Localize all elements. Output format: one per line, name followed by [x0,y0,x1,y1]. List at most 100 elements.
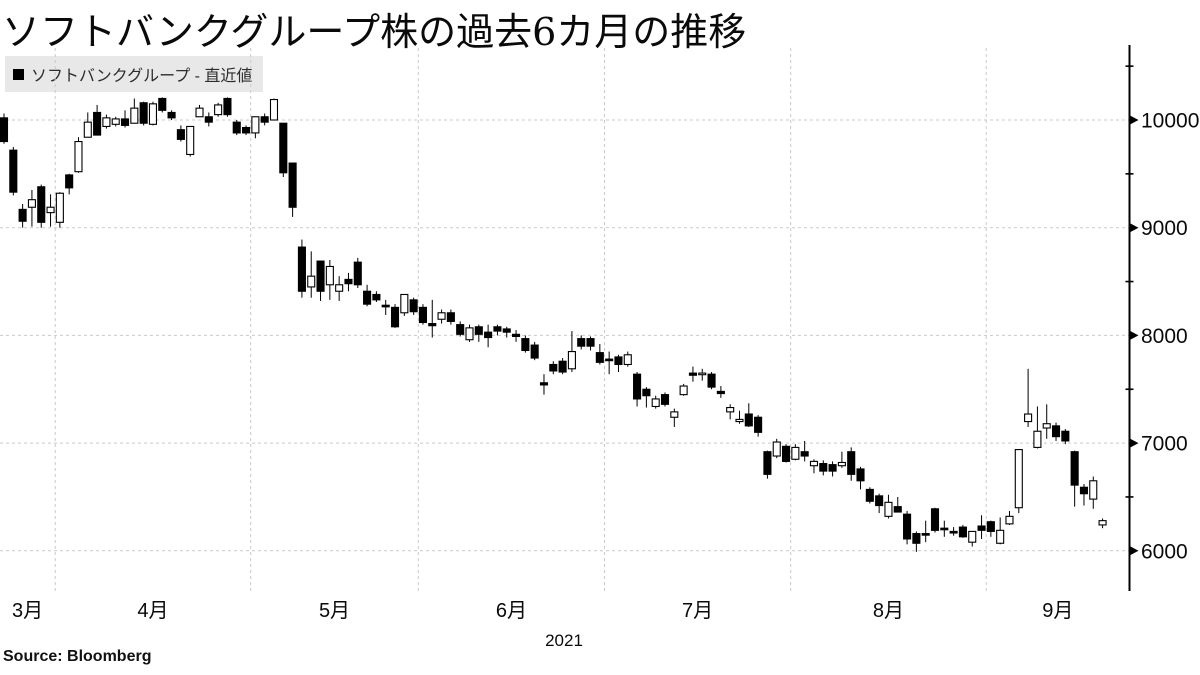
candle-body [288,162,297,208]
candle-body [456,324,465,335]
candle-body [269,98,279,121]
candle-body [130,107,139,124]
candle-body [335,284,344,292]
candle-body [363,290,372,305]
candle-body [83,121,92,138]
candle-body [819,463,828,472]
candle-body [65,174,74,189]
candle-body [726,407,735,413]
candle-body [679,385,688,396]
x-axis-month-label: 6月 [496,600,527,622]
candle-body [0,117,9,143]
candle-body [195,107,204,118]
candle-body [660,394,670,405]
candle-body [744,413,753,427]
candle-body [1079,486,1089,495]
candle-body [651,398,660,408]
candle-body [558,360,567,373]
candle-body [232,121,241,134]
candle-body [977,525,986,531]
candle-body [940,527,949,531]
candle-body [297,246,306,292]
candle-body [772,441,781,457]
candle-body [120,118,130,126]
candle-body [670,411,679,418]
candle-body [754,416,763,433]
y-axis-label: 10000 [1141,110,1199,133]
candle-body [930,508,940,531]
candle-body [1061,430,1070,442]
candle-body [549,363,558,372]
candle-body [837,461,846,467]
candle-body [735,418,744,423]
x-axis-month-label: 9月 [1042,600,1073,622]
candle-body [912,533,921,544]
black-square-icon [13,68,24,80]
candle-body [325,265,334,286]
candle-body [856,468,865,482]
candle-body [716,390,725,395]
candle-body [1070,451,1079,486]
candle-body [605,358,614,362]
candle-body [260,116,269,123]
chart-legend: ソフトバンクグループ - 直近値 [5,56,264,92]
source-credit: Source: Bloomberg [3,648,152,665]
y-axis-label: 8000 [1141,325,1188,348]
x-axis-month-label: 3月 [12,600,43,622]
candle-body [204,116,213,123]
candle-body [474,326,483,335]
y-axis-tick-arrow-icon [1130,223,1139,233]
candle-body [1051,425,1061,438]
candle-body [903,513,912,540]
candle-body [111,118,120,125]
candle-body [409,299,418,313]
candle-body [102,117,111,128]
candle-body [493,326,502,332]
candle-body [1089,480,1098,500]
candle-body [875,495,884,507]
x-axis-year-label: 2021 [545,631,583,650]
candle-body [46,206,55,214]
candle-body [800,451,809,457]
y-axis-tick-arrow-icon [1130,546,1139,556]
candle-body [158,97,167,111]
y-axis-label: 6000 [1141,540,1188,563]
candle-body [530,344,539,359]
candle-body [968,530,977,543]
candle-body [595,352,604,363]
candle-body [437,312,446,320]
y-axis-label: 9000 [1141,217,1188,240]
candle-body [279,122,288,174]
candle-body [148,103,158,125]
candle-body [372,293,381,301]
candle-body [316,260,325,292]
legend-label: ソフトバンクグループ - 直近値 [31,68,253,85]
candle-body [586,338,595,347]
candle-body [55,192,64,223]
x-axis-month-label: 7月 [682,600,713,622]
candle-body [176,129,185,140]
candle-body [1014,449,1023,509]
candle-body [521,338,530,352]
candle-body [614,356,623,366]
candle-body [884,501,893,517]
candle-body [484,331,493,339]
x-axis-month-label: 5月 [319,600,350,622]
candle-body [37,186,46,223]
candle-body [381,304,390,308]
candle-body [428,323,437,327]
candle-body [958,526,967,538]
candle-body [27,199,36,208]
candle-body [502,328,511,333]
candle-body [242,126,251,134]
candle-body [465,327,474,341]
candle-body [763,451,772,475]
candle-body [623,354,632,366]
candle-body [511,333,521,338]
candle-body [93,111,102,136]
candle-body [539,382,549,386]
candle-body [18,208,27,222]
candle-body [828,464,837,472]
candle-body [577,338,586,347]
candle-body [167,111,176,119]
